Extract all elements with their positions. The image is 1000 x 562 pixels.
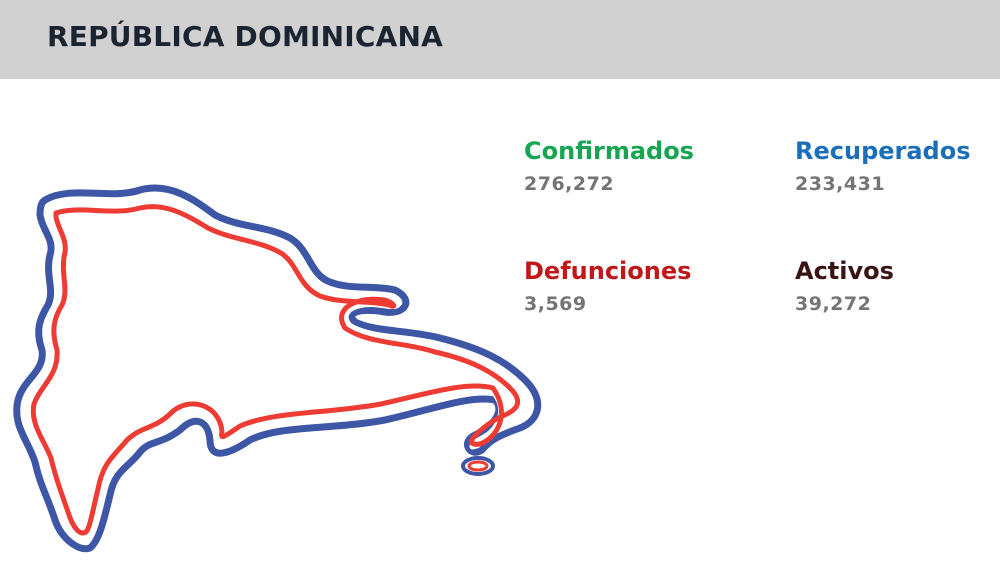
stat-defunciones-label: Defunciones <box>524 257 692 285</box>
stat-confirmados-label: Confirmados <box>524 137 694 165</box>
header-bar: REPÚBLICA DOMINICANA <box>0 0 1000 79</box>
map-outline-red <box>30 204 520 536</box>
stat-recuperados: Recuperados 233,431 <box>795 136 971 196</box>
dominican-republic-map-icon <box>13 184 542 553</box>
stat-confirmados-value: 276,272 <box>524 173 615 195</box>
stat-defunciones: Defunciones 3,569 <box>524 256 691 316</box>
page-title: REPÚBLICA DOMINICANA <box>47 20 444 53</box>
map-outline-white <box>23 195 530 543</box>
stat-confirmados: Confirmados 276,272 <box>524 136 694 196</box>
stat-recuperados-value: 233,431 <box>795 173 886 195</box>
stat-defunciones-value: 3,569 <box>524 293 587 315</box>
stat-activos-value: 39,272 <box>795 293 872 315</box>
map-outline-blue <box>13 184 542 553</box>
stat-activos: Activos 39,272 <box>795 256 894 316</box>
map-island-red <box>467 460 489 472</box>
stat-recuperados-label: Recuperados <box>795 137 971 165</box>
stat-activos-label: Activos <box>795 257 894 285</box>
map-island-blue <box>461 456 495 476</box>
